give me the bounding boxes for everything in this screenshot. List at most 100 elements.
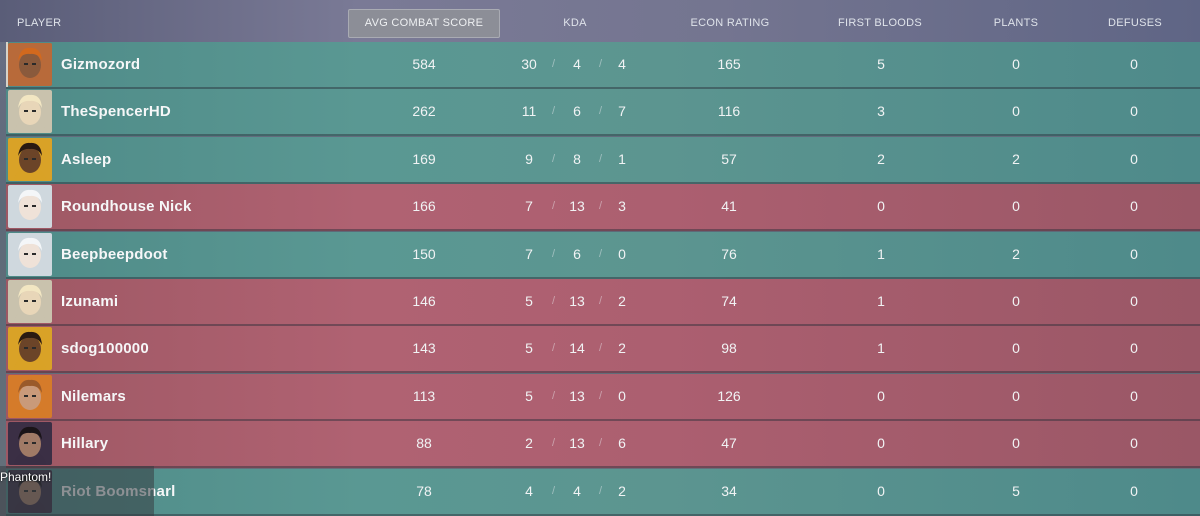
- kda-separator: /: [599, 342, 603, 355]
- econ-rating: 76: [721, 245, 737, 262]
- kda-separator: /: [552, 342, 556, 355]
- sova-avatar-icon: [8, 280, 52, 323]
- first-bloods: 0: [877, 198, 885, 215]
- econ-rating: 116: [717, 103, 741, 120]
- econ-rating: 57: [721, 150, 737, 167]
- avg-combat-score: 88: [416, 435, 432, 452]
- defuses: 0: [1130, 340, 1138, 357]
- header-first-bloods[interactable]: FIRST BLOODS: [837, 17, 923, 29]
- chat-tooltip-backdrop: [0, 466, 154, 516]
- first-bloods: 1: [877, 340, 885, 357]
- kda-separator: /: [552, 200, 556, 213]
- kda-assists: 7: [618, 103, 626, 120]
- player-name: Beepbeepdoot: [61, 245, 168, 263]
- scoreboard-header: PLAYER AVG COMBAT SCORE KDA ECON RATING …: [0, 0, 1200, 42]
- econ-rating: 41: [721, 198, 737, 215]
- avg-combat-score: 150: [412, 245, 436, 262]
- kda-deaths: 6: [573, 245, 581, 262]
- kda-separator: /: [552, 437, 556, 450]
- econ-rating: 47: [721, 435, 737, 452]
- avg-combat-score: 143: [412, 340, 436, 357]
- jett-avatar-icon: [8, 232, 52, 276]
- avg-combat-score: 78: [416, 482, 432, 499]
- defuses: 0: [1130, 387, 1138, 404]
- reyna-avatar-icon: [8, 422, 52, 466]
- scoreboard-row[interactable]: Izunami 146 5 / 13 / 2 74 1 0 0: [6, 279, 1200, 326]
- header-avg-combat-score-sort-button[interactable]: AVG COMBAT SCORE: [348, 9, 500, 38]
- player-name: TheSpencerHD: [61, 103, 171, 121]
- kda-assists: 3: [618, 198, 626, 215]
- player-name: sdog100000: [61, 340, 149, 358]
- avg-combat-score: 146: [412, 293, 436, 309]
- kda-separator: /: [552, 389, 556, 402]
- kda-separator: /: [599, 389, 603, 402]
- player-name: Hillary: [61, 435, 109, 453]
- kda-separator: /: [552, 105, 556, 118]
- scoreboard-row[interactable]: Nilemars 113 5 / 13 / 0 126 0 0 0: [6, 373, 1200, 421]
- defuses: 0: [1130, 245, 1138, 262]
- plants: 2: [1012, 245, 1020, 262]
- kda-assists: 4: [618, 56, 626, 72]
- player-name: Nilemars: [61, 387, 126, 405]
- first-bloods: 0: [877, 435, 885, 452]
- plants: 5: [1012, 482, 1020, 499]
- first-bloods: 0: [877, 387, 885, 404]
- first-bloods: 2: [877, 150, 885, 167]
- kda-kills: 7: [525, 198, 533, 215]
- kda-deaths: 14: [569, 340, 585, 357]
- scoreboard-row[interactable]: Asleep 169 9 / 8 / 1 57 2 2 0: [6, 136, 1200, 184]
- econ-rating: 98: [721, 340, 737, 357]
- avg-combat-score: 584: [412, 56, 436, 72]
- avg-combat-score: 169: [412, 150, 436, 167]
- kda-assists: 6: [618, 435, 626, 452]
- kda-separator: /: [599, 152, 603, 165]
- scoreboard-row[interactable]: Beepbeepdoot 150 7 / 6 / 0 76 1 2 0: [6, 231, 1200, 279]
- kda-kills: 4: [525, 482, 533, 499]
- avg-combat-score: 262: [412, 103, 436, 120]
- kda-separator: /: [599, 247, 603, 260]
- kda-separator: /: [599, 105, 603, 118]
- plants: 0: [1012, 56, 1020, 72]
- kda-separator: /: [599, 295, 603, 307]
- first-bloods: 1: [877, 293, 885, 309]
- header-econ-rating[interactable]: ECON RATING: [690, 17, 770, 29]
- phoenix-avatar-icon: [8, 327, 52, 371]
- kda-deaths: 4: [573, 482, 581, 499]
- econ-rating: 74: [721, 293, 737, 309]
- kda-separator: /: [552, 247, 556, 260]
- scoreboard-row[interactable]: Gizmozord 584 30 / 4 / 4 165 5 0 0: [6, 42, 1200, 89]
- kda-separator: /: [599, 200, 603, 213]
- chat-tooltip: Phantom!: [0, 470, 52, 484]
- plants: 0: [1012, 103, 1020, 120]
- raze-avatar-icon: [8, 43, 52, 86]
- plants: 0: [1012, 198, 1020, 215]
- header-kda[interactable]: KDA: [563, 17, 587, 29]
- first-bloods: 0: [877, 482, 885, 499]
- first-bloods: 5: [877, 56, 885, 72]
- kda-assists: 2: [618, 482, 626, 499]
- defuses: 0: [1130, 435, 1138, 452]
- defuses: 0: [1130, 482, 1138, 499]
- kda-deaths: 13: [569, 387, 585, 404]
- player-name: Gizmozord: [61, 56, 141, 73]
- jett-avatar-icon: [8, 185, 52, 229]
- kda-separator: /: [552, 58, 556, 70]
- header-plants[interactable]: PLANTS: [993, 17, 1039, 29]
- defuses: 0: [1130, 56, 1138, 72]
- scoreboard-row[interactable]: Hillary 88 2 / 13 / 6 47 0 0 0: [6, 421, 1200, 469]
- kda-kills: 7: [525, 245, 533, 262]
- econ-rating: 165: [717, 56, 741, 72]
- plants: 0: [1012, 387, 1020, 404]
- scoreboard-row[interactable]: Roundhouse Nick 166 7 / 13 / 3 41 0 0 0: [6, 184, 1200, 232]
- scoreboard-row[interactable]: sdog100000 143 5 / 14 / 2 98 1 0 0: [6, 326, 1200, 374]
- scoreboard-row[interactable]: TheSpencerHD 262 11 / 6 / 7 116 3 0 0: [6, 89, 1200, 137]
- kda-kills: 5: [525, 340, 533, 357]
- kda-deaths: 13: [569, 198, 585, 215]
- avg-combat-score: 113: [412, 387, 436, 404]
- kda-kills: 11: [521, 103, 537, 120]
- kda-separator: /: [599, 437, 603, 450]
- kda-assists: 0: [618, 245, 626, 262]
- header-defuses[interactable]: DEFUSES: [1107, 17, 1163, 29]
- sova-avatar-icon: [8, 90, 52, 134]
